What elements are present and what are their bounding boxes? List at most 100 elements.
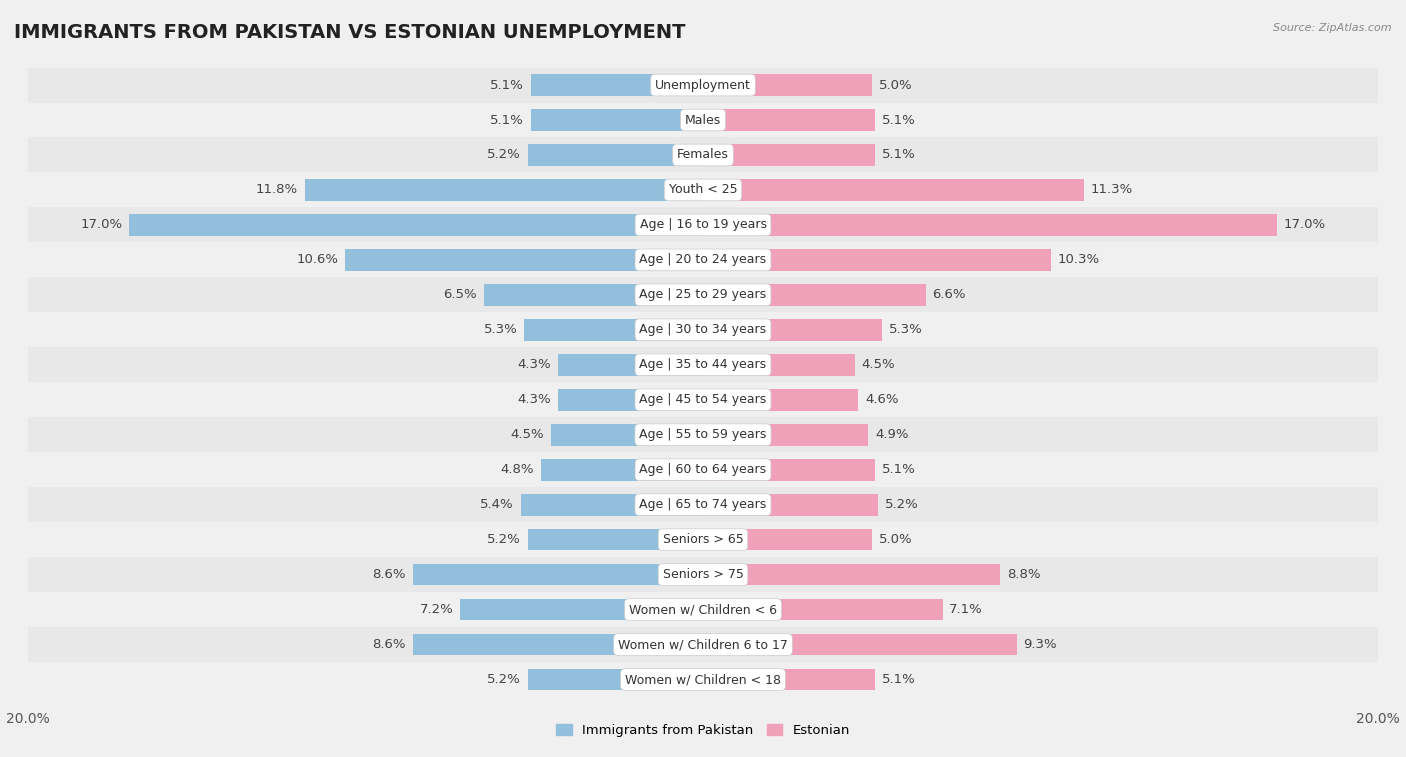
Bar: [531, 109, 703, 131]
Text: 4.5%: 4.5%: [510, 428, 544, 441]
Text: Age | 60 to 64 years: Age | 60 to 64 years: [640, 463, 766, 476]
Bar: [703, 284, 925, 306]
Text: 17.0%: 17.0%: [80, 219, 122, 232]
Bar: [28, 207, 1378, 242]
Bar: [28, 452, 1378, 488]
Text: Seniors > 75: Seniors > 75: [662, 568, 744, 581]
Text: Age | 20 to 24 years: Age | 20 to 24 years: [640, 254, 766, 266]
Text: 10.3%: 10.3%: [1057, 254, 1099, 266]
Bar: [28, 662, 1378, 697]
Text: Age | 16 to 19 years: Age | 16 to 19 years: [640, 219, 766, 232]
Bar: [558, 354, 703, 375]
Text: 8.6%: 8.6%: [373, 568, 406, 581]
Bar: [703, 668, 875, 690]
Text: Females: Females: [678, 148, 728, 161]
Text: 5.2%: 5.2%: [886, 498, 920, 511]
Text: 5.1%: 5.1%: [882, 114, 915, 126]
Bar: [305, 179, 703, 201]
Bar: [28, 313, 1378, 347]
Bar: [460, 599, 703, 621]
Bar: [703, 319, 882, 341]
Text: 6.6%: 6.6%: [932, 288, 966, 301]
Text: Women w/ Children < 18: Women w/ Children < 18: [626, 673, 780, 686]
Text: 6.5%: 6.5%: [443, 288, 477, 301]
Text: Seniors > 65: Seniors > 65: [662, 533, 744, 546]
Text: 4.5%: 4.5%: [862, 358, 896, 371]
Bar: [703, 144, 875, 166]
Bar: [703, 634, 1017, 656]
Bar: [28, 138, 1378, 173]
Text: 4.3%: 4.3%: [517, 394, 551, 407]
Bar: [527, 144, 703, 166]
Bar: [28, 173, 1378, 207]
Text: IMMIGRANTS FROM PAKISTAN VS ESTONIAN UNEMPLOYMENT: IMMIGRANTS FROM PAKISTAN VS ESTONIAN UNE…: [14, 23, 686, 42]
Text: Age | 25 to 29 years: Age | 25 to 29 years: [640, 288, 766, 301]
Bar: [703, 424, 869, 446]
Legend: Immigrants from Pakistan, Estonian: Immigrants from Pakistan, Estonian: [550, 719, 856, 743]
Text: Youth < 25: Youth < 25: [669, 183, 737, 197]
Text: 7.2%: 7.2%: [419, 603, 453, 616]
Bar: [28, 382, 1378, 417]
Text: 7.1%: 7.1%: [949, 603, 983, 616]
Text: Age | 65 to 74 years: Age | 65 to 74 years: [640, 498, 766, 511]
Text: 5.4%: 5.4%: [481, 498, 515, 511]
Bar: [28, 592, 1378, 627]
Bar: [524, 319, 703, 341]
Bar: [413, 564, 703, 585]
Text: 4.3%: 4.3%: [517, 358, 551, 371]
Text: Age | 30 to 34 years: Age | 30 to 34 years: [640, 323, 766, 336]
Text: 8.8%: 8.8%: [1007, 568, 1040, 581]
Bar: [484, 284, 703, 306]
Text: 5.2%: 5.2%: [486, 533, 520, 546]
Bar: [531, 74, 703, 96]
Text: 5.1%: 5.1%: [882, 673, 915, 686]
Bar: [520, 494, 703, 516]
Text: 10.6%: 10.6%: [297, 254, 339, 266]
Text: Age | 35 to 44 years: Age | 35 to 44 years: [640, 358, 766, 371]
Bar: [703, 214, 1277, 235]
Bar: [703, 494, 879, 516]
Text: 11.3%: 11.3%: [1091, 183, 1133, 197]
Bar: [28, 627, 1378, 662]
Text: Unemployment: Unemployment: [655, 79, 751, 92]
Bar: [28, 277, 1378, 313]
Text: Women w/ Children < 6: Women w/ Children < 6: [628, 603, 778, 616]
Text: 11.8%: 11.8%: [256, 183, 298, 197]
Bar: [703, 249, 1050, 271]
Text: 4.8%: 4.8%: [501, 463, 534, 476]
Bar: [703, 354, 855, 375]
Text: 5.1%: 5.1%: [882, 463, 915, 476]
Text: 5.1%: 5.1%: [491, 114, 524, 126]
Text: 9.3%: 9.3%: [1024, 638, 1057, 651]
Text: 5.3%: 5.3%: [484, 323, 517, 336]
Bar: [703, 564, 1000, 585]
Bar: [28, 417, 1378, 452]
Text: Age | 45 to 54 years: Age | 45 to 54 years: [640, 394, 766, 407]
Text: Source: ZipAtlas.com: Source: ZipAtlas.com: [1274, 23, 1392, 33]
Text: 4.6%: 4.6%: [865, 394, 898, 407]
Text: 5.0%: 5.0%: [879, 533, 912, 546]
Bar: [28, 557, 1378, 592]
Text: 5.0%: 5.0%: [879, 79, 912, 92]
Bar: [558, 389, 703, 410]
Bar: [541, 459, 703, 481]
Bar: [551, 424, 703, 446]
Text: 5.1%: 5.1%: [882, 148, 915, 161]
Text: Age | 55 to 59 years: Age | 55 to 59 years: [640, 428, 766, 441]
Text: 5.2%: 5.2%: [486, 673, 520, 686]
Bar: [703, 74, 872, 96]
Bar: [703, 389, 858, 410]
Text: 4.9%: 4.9%: [875, 428, 908, 441]
Bar: [28, 347, 1378, 382]
Bar: [346, 249, 703, 271]
Bar: [28, 488, 1378, 522]
Bar: [129, 214, 703, 235]
Text: 5.1%: 5.1%: [491, 79, 524, 92]
Text: 17.0%: 17.0%: [1284, 219, 1326, 232]
Bar: [413, 634, 703, 656]
Bar: [703, 529, 872, 550]
Text: 5.3%: 5.3%: [889, 323, 922, 336]
Bar: [527, 529, 703, 550]
Bar: [527, 668, 703, 690]
Bar: [28, 67, 1378, 102]
